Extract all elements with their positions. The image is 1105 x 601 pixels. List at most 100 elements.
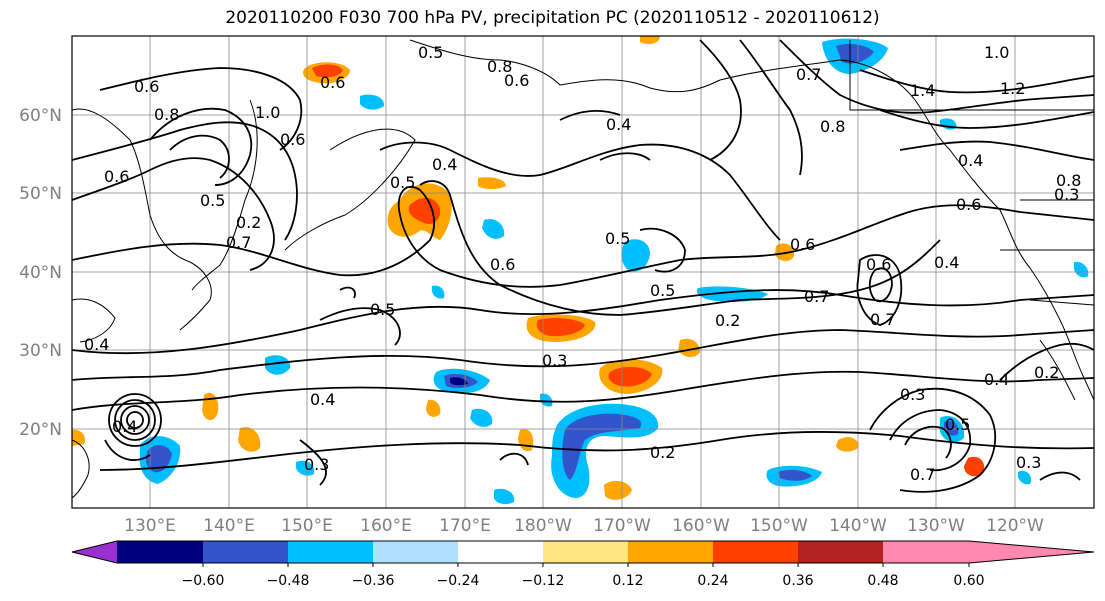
lon-label: 140°W [829, 516, 887, 536]
contour-label: 0.5 [370, 300, 395, 319]
contour-label: 0.6 [790, 235, 815, 254]
contour-label: 0.6 [104, 167, 129, 186]
contour-label: 0.4 [606, 115, 631, 134]
colorbar-tick-label: −0.24 [437, 573, 480, 589]
lat-label: 20°N [19, 420, 62, 440]
lon-label: 120°W [986, 516, 1044, 536]
colorbar: −0.60 −0.48 −0.36 −0.24 −0.12 0.12 0.24 … [71, 540, 1095, 589]
contour-label: 0.3 [1054, 185, 1079, 204]
contour-label: 0.4 [310, 390, 335, 409]
colorbar-tick-label: 0.60 [953, 573, 984, 589]
precip-negative-region [562, 413, 642, 480]
lat-label: 60°N [19, 106, 62, 126]
precip-negative-region [1018, 470, 1032, 485]
lon-label: 130°W [907, 516, 965, 536]
colorbar-swatch [203, 541, 288, 563]
lon-label: 170°W [593, 516, 651, 536]
contour-label: 0.4 [84, 335, 109, 354]
colorbar-tick-label: −0.12 [522, 573, 565, 589]
lon-label: 160°E [360, 516, 412, 536]
precip-positive-region [640, 36, 660, 44]
colorbar-swatch [628, 541, 713, 563]
colorbar-tick-label: −0.60 [182, 573, 225, 589]
contour-label: 1.2 [1000, 79, 1025, 98]
contour-labels: 0.5 0.8 0.6 0.6 0.6 0.8 1.0 0.5 0.7 0.4 … [84, 43, 1081, 484]
lat-label: 50°N [19, 184, 62, 204]
colorbar-swatch [373, 541, 458, 563]
latitude-labels: 60°N 50°N 40°N 30°N 20°N [19, 106, 62, 440]
contour-label: 1.0 [984, 43, 1009, 62]
precip-positive-region [478, 177, 506, 189]
precip-positive-region [964, 456, 985, 477]
lon-label: 160°W [672, 516, 730, 536]
precip-positive-region [836, 437, 859, 452]
colorbar-tick-label: −0.36 [352, 573, 395, 589]
precip-negative-region [621, 239, 650, 272]
lon-label: 150°W [750, 516, 808, 536]
contour-label: 0.6 [504, 71, 529, 90]
precip-negative-region [836, 44, 874, 64]
map-title: 2020110200 F030 700 hPa PV, precipitatio… [225, 8, 880, 28]
contour-label: 0.4 [958, 151, 983, 170]
precip-negative-region [432, 285, 445, 299]
colorbar-swatch [117, 541, 203, 563]
pv-contours [72, 39, 1094, 493]
contour-label: 0.5 [650, 281, 675, 300]
contour-label: 0.4 [984, 370, 1009, 389]
lon-label: 140°E [203, 516, 255, 536]
precip-negative-region [482, 218, 505, 239]
lat-label: 30°N [19, 341, 62, 361]
colorbar-extend-min [72, 541, 117, 563]
colorbar-outline [71, 540, 1095, 564]
contour-label: 0.6 [490, 255, 515, 274]
precip-negative-region [494, 488, 515, 505]
contour-label: 1.4 [910, 81, 935, 100]
colorbar-tick-label: 0.24 [697, 573, 728, 589]
contour-label: 0.3 [304, 455, 329, 474]
contour-label: 0.3 [542, 351, 567, 370]
precip-negative-region [296, 460, 315, 476]
contour-label: 0.6 [320, 73, 345, 92]
contour-label: 0.2 [650, 443, 675, 462]
colorbar-swatch [713, 541, 798, 563]
longitude-labels: 130°E 140°E 150°E 160°E 170°E 180°W 170°… [124, 516, 1044, 536]
precip-positive-region [312, 64, 343, 78]
precip-positive-region [604, 480, 632, 500]
map-plot-area: 0.5 0.8 0.6 0.6 0.6 0.8 1.0 0.5 0.7 0.4 … [71, 35, 1095, 509]
contour-label: 0.8 [487, 57, 512, 76]
precip-negative-region [265, 355, 291, 375]
contour-label: 0.7 [910, 465, 935, 484]
contour-label: 0.8 [1056, 171, 1081, 190]
contour-label: 0.8 [154, 105, 179, 124]
contour-label: 0.2 [1034, 363, 1059, 382]
precip-negative-region [360, 94, 385, 110]
coastlines [72, 39, 1094, 499]
contour-label: 0.6 [956, 195, 981, 214]
colorbar-tick-label: 0.48 [867, 573, 898, 589]
contour-label: 0.2 [236, 213, 261, 232]
contour-label: 0.8 [820, 117, 845, 136]
lon-label: 150°E [281, 516, 333, 536]
lon-label: 130°E [124, 516, 176, 536]
colorbar-tick-label: 0.36 [782, 573, 813, 589]
colorbar-swatch [458, 541, 543, 563]
contour-label: 0.7 [870, 310, 895, 329]
contour-label: 0.5 [200, 191, 225, 210]
contour-label: 0.4 [112, 417, 137, 436]
contour-label: 0.2 [715, 311, 740, 330]
lon-label: 180°W [514, 516, 572, 536]
precip-negative-region [450, 377, 468, 386]
precip-positive-region [536, 317, 585, 337]
contour-label: 0.6 [280, 130, 305, 149]
contour-label: 0.5 [945, 415, 970, 434]
contour-label: 0.6 [134, 77, 159, 96]
colorbar-tick-label: 0.12 [612, 573, 643, 589]
precip-negative-region [778, 469, 812, 481]
lon-label: 170°E [439, 516, 491, 536]
colorbar-tick-label: −0.48 [267, 573, 310, 589]
graticule [72, 36, 1094, 508]
precip-positive-region [678, 338, 700, 358]
colorbar-ticks [202, 563, 970, 567]
contour-label: 0.5 [418, 43, 443, 62]
